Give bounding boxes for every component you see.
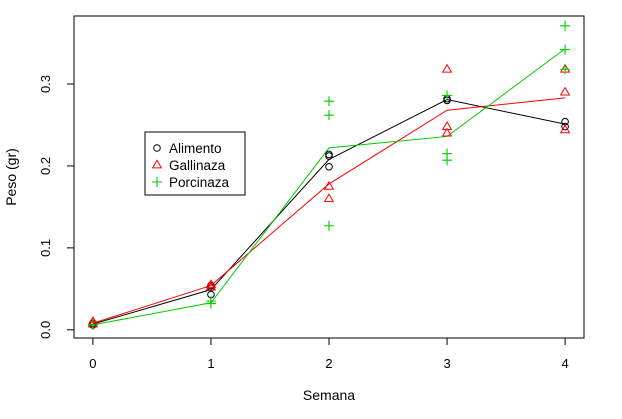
y-axis-label: Peso (gr) <box>3 148 19 206</box>
data-point-alimento <box>325 162 333 171</box>
x-tick-label: 4 <box>561 356 568 371</box>
data-point-gallinaza <box>559 86 571 96</box>
data-point-gallinaza <box>323 180 335 190</box>
data-point-porcinaza <box>324 96 334 107</box>
data-point-gallinaza <box>205 279 217 289</box>
y-tick-label: 0.3 <box>38 75 53 93</box>
y-axis: 0.0 0.1 0.2 0.3 <box>38 75 75 339</box>
x-axis: 0 1 2 3 4 <box>89 337 569 371</box>
data-point-gallinaza <box>205 281 217 291</box>
data-point-porcinaza <box>560 44 571 55</box>
x-tick-label: 3 <box>443 356 450 371</box>
data-point-porcinaza <box>442 90 453 101</box>
data-point-porcinaza <box>87 319 98 330</box>
legend: Alimento Gallinaza Porcinaza <box>144 131 246 196</box>
data-point-gallinaza <box>441 121 453 130</box>
data-point-alimento <box>325 150 333 159</box>
series-line-porcinaza <box>92 48 566 326</box>
data-point-porcinaza <box>205 296 216 307</box>
data-point-porcinaza <box>560 64 571 75</box>
legend-label-gallinaza: Gallinaza <box>169 158 226 173</box>
y-tick-label: 0.1 <box>38 239 53 257</box>
x-tick-label: 0 <box>89 356 96 371</box>
data-point-porcinaza <box>560 20 571 31</box>
data-point-gallinaza <box>323 193 335 203</box>
data-point-porcinaza <box>442 148 453 159</box>
x-tick-label: 2 <box>325 356 332 371</box>
data-point-porcinaza <box>324 220 334 231</box>
legend-marker-porcinaza <box>152 177 162 187</box>
data-point-gallinaza <box>441 127 453 137</box>
x-tick-label: 1 <box>207 356 214 371</box>
y-tick-label: 0.2 <box>38 157 53 175</box>
legend-label-porcinaza: Porcinaza <box>169 175 230 190</box>
data-point-gallinaza <box>441 63 453 73</box>
series-line-gallinaza <box>92 97 566 324</box>
legend-markers <box>151 144 163 187</box>
data-point-porcinaza <box>324 110 334 121</box>
legend-box <box>144 131 246 196</box>
x-axis-label: Semana <box>303 387 355 403</box>
legend-marker-gallinaza <box>151 159 163 169</box>
data-points <box>87 20 571 330</box>
y-tick-label: 0.0 <box>38 321 53 339</box>
data-point-alimento <box>561 122 569 131</box>
data-point-gallinaza <box>559 124 571 134</box>
legend-label-alimento: Alimento <box>169 141 222 156</box>
legend-marker-alimento <box>153 144 161 152</box>
